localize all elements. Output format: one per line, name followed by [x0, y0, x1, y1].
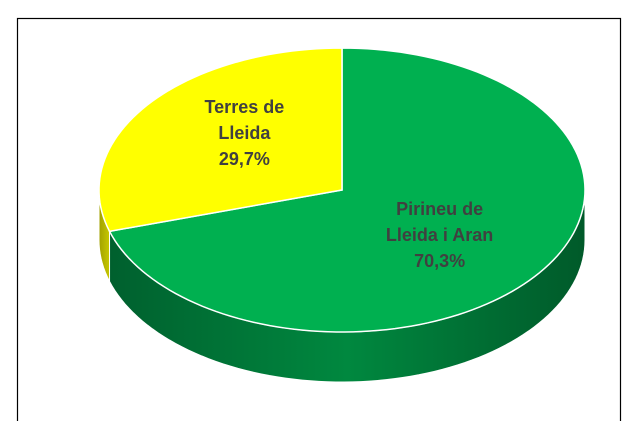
data-labels: Pirineu de Lleida i Aran 70,3% Terres de L…: [184, 94, 500, 274]
slice: [98, 47, 343, 233]
data-label-box: Terres de Lleida 29,7%: [184, 94, 304, 172]
value-label: 70,3%: [414, 250, 466, 271]
category-label: Terres de Lleida: [204, 97, 285, 144]
slice: [108, 47, 586, 333]
value-label: 29,7%: [218, 149, 270, 170]
data-label: Pirineu de Lleida i Aran 70,3%: [380, 196, 500, 274]
pie-tops: [98, 47, 586, 333]
category-label: Pirineu de Lleida i Aran: [385, 198, 494, 245]
data-label-box: Pirineu de Lleida i Aran 70,3%: [380, 196, 500, 274]
data-label: Terres de Lleida 29,7%: [184, 94, 304, 172]
